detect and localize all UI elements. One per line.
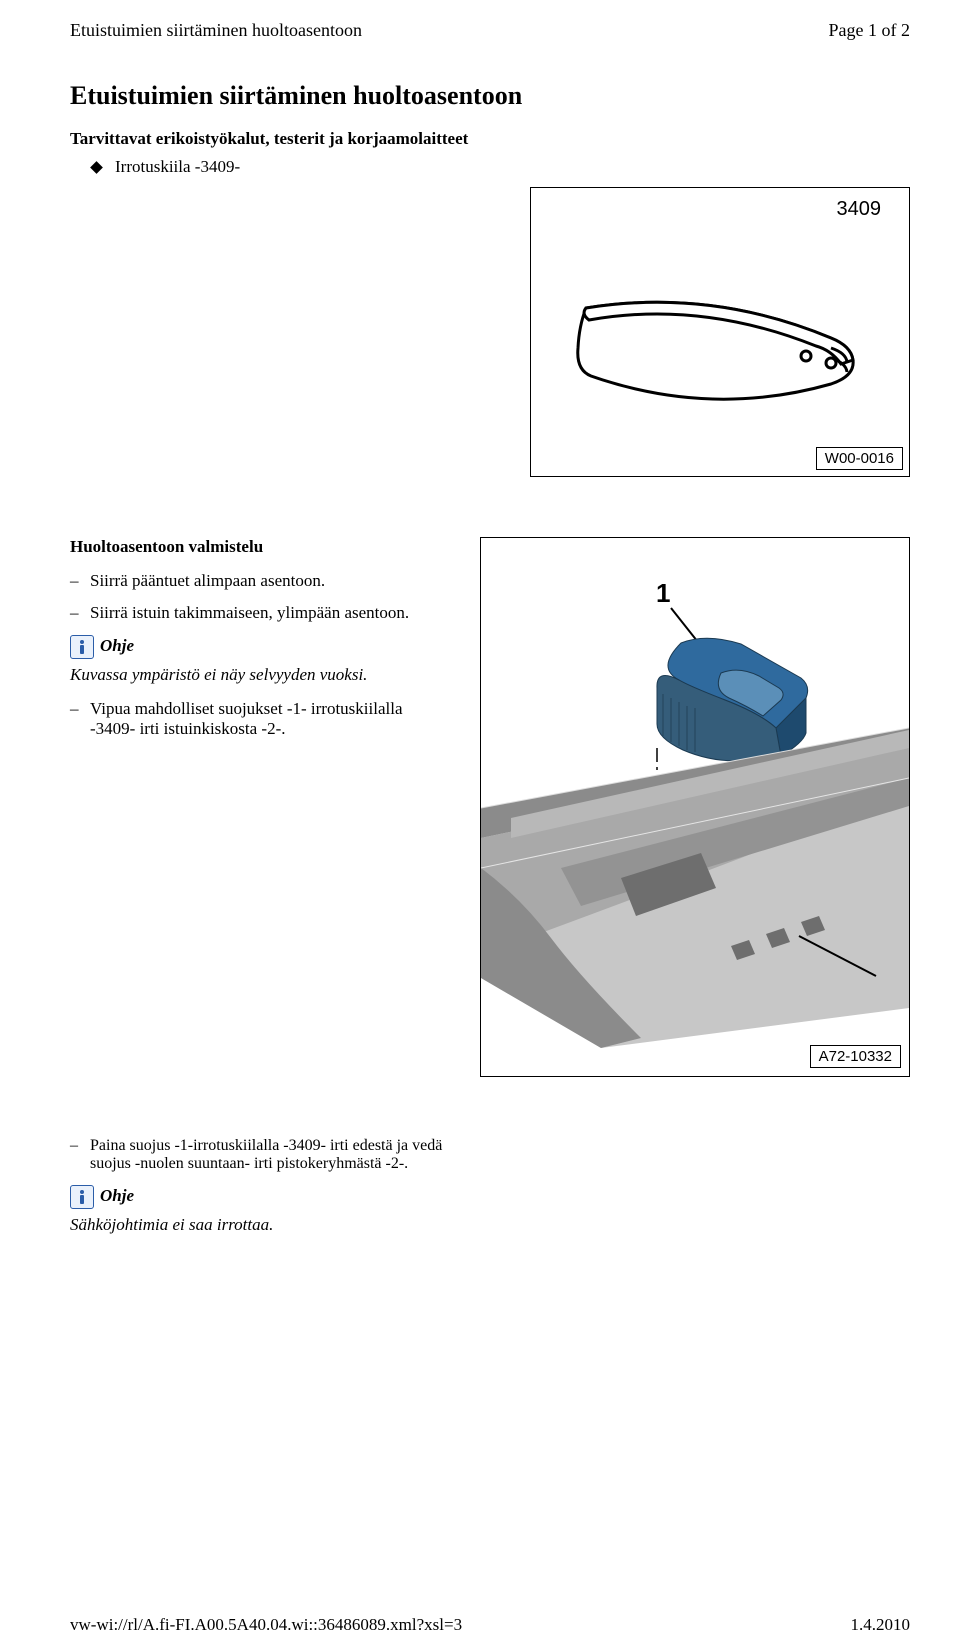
step-text: Vipua mahdolliset suojukset -1- irrotusk… bbox=[90, 699, 450, 739]
note-label: Ohje bbox=[100, 1186, 134, 1206]
figure-rail: 1 2 bbox=[480, 537, 910, 1077]
note-row: Ohje bbox=[70, 635, 450, 657]
page-title: Etuistuimien siirtäminen huoltoasentoon bbox=[70, 81, 910, 111]
step-text: Siirrä pääntuet alimpaan asentoon. bbox=[90, 571, 325, 591]
page: Etuistuimien siirtäminen huoltoasentoon … bbox=[0, 0, 960, 1651]
tools-heading: Tarvittavat erikoistyökalut, testerit ja… bbox=[70, 129, 910, 149]
tool-label: Irrotuskiila -3409- bbox=[115, 157, 240, 177]
page-footer: vw-wi://rl/A.fi-FI.A00.5A40.04.wi::36486… bbox=[70, 1615, 910, 1635]
figure2-code: A72-10332 bbox=[810, 1045, 901, 1068]
note-text: Kuvassa ympäristö ei näy selvyyden vuoks… bbox=[70, 665, 450, 685]
dash-icon: – bbox=[70, 1137, 90, 1173]
info-icon bbox=[70, 1185, 92, 1207]
figure1-code: W00-0016 bbox=[816, 447, 903, 470]
header-right: Page 1 of 2 bbox=[829, 20, 910, 41]
step-text: Paina suojus -1-irrotuskiilalla -3409- i… bbox=[90, 1137, 450, 1173]
step-item: – Paina suojus -1-irrotuskiilalla -3409-… bbox=[70, 1137, 450, 1173]
figure1-svg bbox=[531, 188, 909, 476]
section-heading: Huoltoasentoon valmistelu bbox=[70, 537, 450, 557]
note-row: Ohje bbox=[70, 1185, 450, 1207]
left-column: Huoltoasentoon valmistelu – Siirrä päänt… bbox=[70, 537, 450, 751]
bottom-block: – Paina suojus -1-irrotuskiilalla -3409-… bbox=[70, 1137, 450, 1235]
figure-tool: 3409 W00-0016 bbox=[530, 187, 910, 477]
dash-icon: – bbox=[70, 571, 90, 591]
step-item: – Vipua mahdolliset suojukset -1- irrotu… bbox=[70, 699, 450, 739]
footer-left: vw-wi://rl/A.fi-FI.A00.5A40.04.wi::36486… bbox=[70, 1615, 462, 1635]
page-header: Etuistuimien siirtäminen huoltoasentoon … bbox=[70, 20, 910, 41]
note-text: Sähköjohtimia ei saa irrottaa. bbox=[70, 1215, 450, 1235]
dash-icon: – bbox=[70, 699, 90, 739]
figure2-svg bbox=[481, 538, 909, 1076]
step-text: Siirrä istuin takimmaiseen, ylimpään ase… bbox=[90, 603, 409, 623]
tool-item: Irrotuskiila -3409- bbox=[92, 157, 910, 177]
info-icon bbox=[70, 635, 92, 657]
step-item: – Siirrä pääntuet alimpaan asentoon. bbox=[70, 571, 450, 591]
dash-icon: – bbox=[70, 603, 90, 623]
footer-right: 1.4.2010 bbox=[851, 1615, 911, 1635]
header-left: Etuistuimien siirtäminen huoltoasentoon bbox=[70, 20, 362, 41]
diamond-bullet-icon bbox=[90, 161, 103, 174]
step-item: – Siirrä istuin takimmaiseen, ylimpään a… bbox=[70, 603, 450, 623]
note-label: Ohje bbox=[100, 636, 134, 656]
main-two-col: Huoltoasentoon valmistelu – Siirrä päänt… bbox=[70, 537, 910, 1077]
